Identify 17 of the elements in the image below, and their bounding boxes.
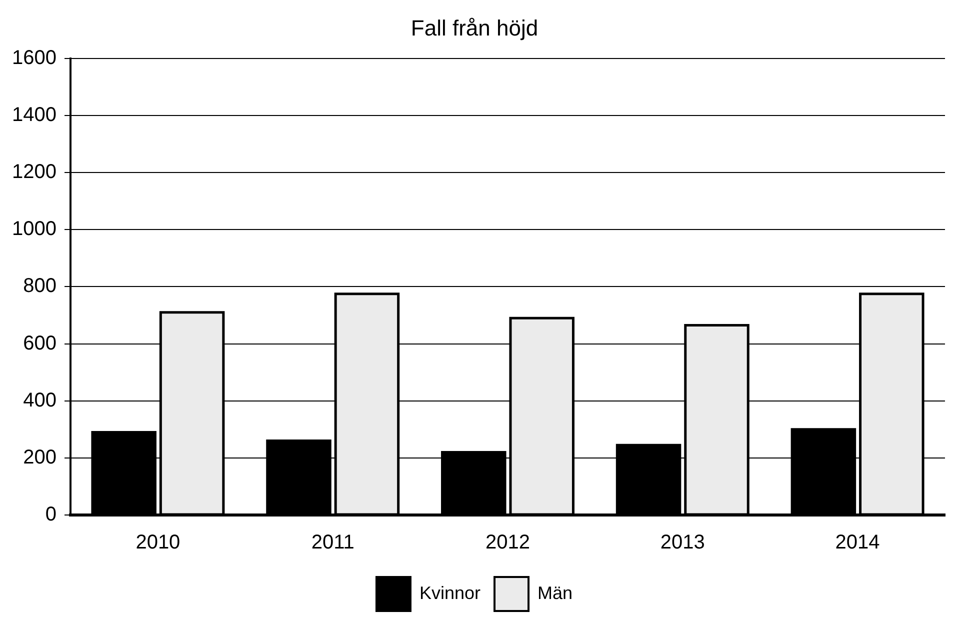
y-tick-label: 0 xyxy=(45,504,56,526)
chart-title: Fall från höjd xyxy=(410,15,538,40)
y-tick-label: 1200 xyxy=(12,161,56,184)
y-tick-label: 200 xyxy=(23,446,56,468)
y-tick-label: 1600 xyxy=(12,46,56,69)
x-tick-label: 2012 xyxy=(485,532,530,554)
legend-label: Kvinnor xyxy=(419,582,481,603)
x-tick-label: 2013 xyxy=(660,532,705,554)
y-tick-label: 600 xyxy=(23,332,56,354)
y-tick-label: 400 xyxy=(23,389,56,412)
y-tick-label: 1400 xyxy=(12,104,56,126)
x-tick-label: 2014 xyxy=(835,532,880,554)
y-tick-label: 800 xyxy=(23,275,56,298)
y-tick-label: 1000 xyxy=(12,218,56,240)
legend-label: Män xyxy=(538,582,573,603)
x-tick-label: 2010 xyxy=(136,532,180,554)
x-tick-label: 2011 xyxy=(311,532,354,554)
